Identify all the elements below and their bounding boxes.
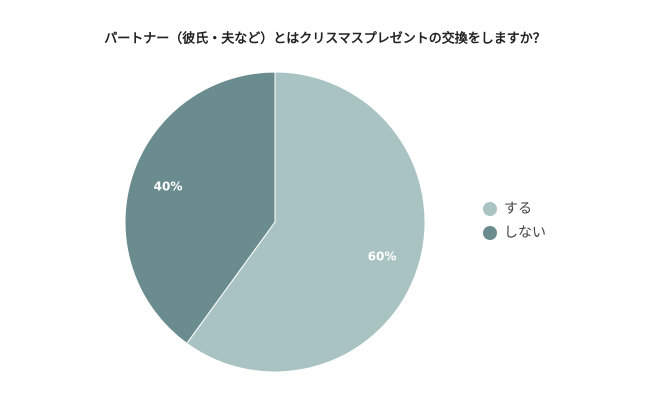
legend-swatch [483, 226, 497, 240]
pie-slice [186, 71, 426, 373]
chart-title: パートナー（彼氏・夫など）とはクリスマスプレゼントの交換をしますか？ [104, 31, 546, 47]
data-label: 60% [368, 249, 397, 263]
legend-label: する [504, 201, 532, 217]
pie-slice [124, 71, 276, 345]
legend-swatch [483, 202, 497, 216]
data-label: 40% [154, 180, 183, 194]
legend-label: しない [504, 225, 546, 241]
